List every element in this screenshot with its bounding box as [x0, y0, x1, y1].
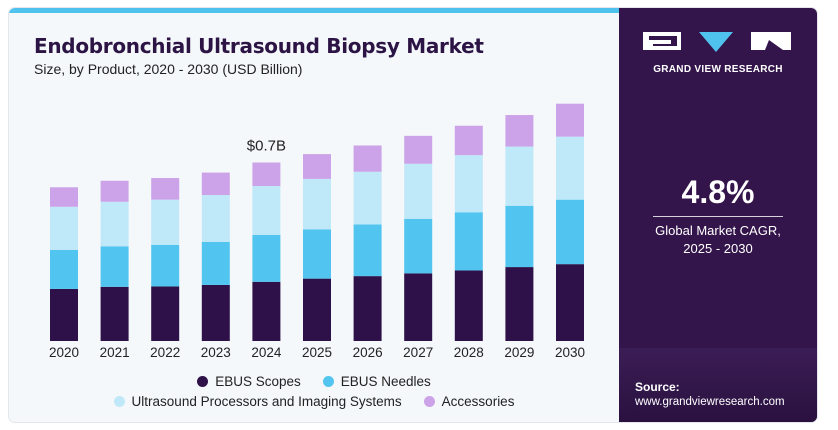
- bar-segment-2025-3: [303, 154, 331, 179]
- brand-name: GRAND VIEW RESEARCH: [653, 64, 783, 75]
- bar-segment-2029-2: [505, 146, 534, 206]
- bar-segment-2027-3: [404, 135, 433, 164]
- bar-segment-2029-3: [505, 115, 534, 147]
- bar-segment-2028-0: [454, 270, 483, 341]
- cagr-label-line1: Global Market CAGR,: [655, 223, 781, 238]
- bar-segment-2023-1: [201, 241, 230, 285]
- legend-item-ebus-needles: EBUS Needles: [322, 374, 431, 389]
- bar-segment-2028-3: [454, 125, 483, 156]
- cagr-value: 4.8%: [681, 174, 755, 210]
- bar-segment-2025-0: [303, 278, 331, 341]
- source-url[interactable]: www.grandviewresearch.com: [635, 396, 785, 408]
- bar-segment-2030-2: [556, 136, 584, 200]
- bar-segment-2021-3: [100, 180, 129, 202]
- bar-segment-2026-3: [353, 145, 382, 172]
- x-tick-label: 2022: [150, 345, 180, 360]
- bar-segment-2029-0: [505, 267, 534, 341]
- legend-item-accessories: Accessories: [423, 394, 515, 409]
- chart-title: Endobronchial Ultrasound Biopsy Market: [34, 34, 484, 58]
- legend-swatch-accessories: [423, 396, 435, 407]
- bar-segment-2026-0: [353, 276, 382, 341]
- bar-segment-2024-1: [252, 234, 281, 282]
- x-tick-label: 2027: [403, 345, 433, 360]
- legend-item-ebus-scopes: EBUS Scopes: [197, 374, 301, 389]
- legend-item-processors: Ultrasound Processors and Imaging System…: [113, 394, 402, 409]
- legend-label-ebus-needles: EBUS Needles: [340, 374, 431, 389]
- bar-segment-2029-1: [505, 205, 534, 268]
- chart-subtitle: Size, by Product, 2020 - 2030 (USD Billi…: [34, 61, 303, 77]
- bar-segment-2023-2: [201, 195, 230, 242]
- legend-swatch-processors: [113, 396, 125, 407]
- bar-segment-2025-2: [303, 178, 331, 230]
- x-tick-label: 2029: [504, 345, 534, 360]
- bar-segment-2027-2: [404, 163, 433, 219]
- x-tick-label: 2020: [49, 345, 79, 360]
- bar-segment-2026-1: [353, 224, 382, 277]
- bar-segment-2020-1: [50, 249, 78, 289]
- cagr-label: Global Market CAGR, 2025 - 2030: [619, 222, 817, 258]
- bar-segment-2025-1: [303, 229, 331, 279]
- bar-segment-2030-0: [556, 264, 584, 341]
- bar-segment-2024-3: [252, 162, 281, 187]
- bar-segment-2020-0: [50, 288, 78, 341]
- bar-segment-2021-1: [100, 246, 129, 287]
- accent-bar: [9, 8, 619, 13]
- x-tick-label: 2025: [302, 345, 332, 360]
- bar-segment-2027-0: [404, 273, 433, 341]
- x-tick-label: 2028: [454, 345, 484, 360]
- legend-row-1: EBUS Scopes EBUS Needles: [9, 374, 619, 389]
- x-tick-label: 2030: [555, 345, 585, 360]
- x-tick-label: 2026: [353, 345, 383, 360]
- bar-segment-2023-0: [201, 284, 230, 341]
- bar-segment-2022-0: [151, 286, 180, 341]
- bar-segment-2022-1: [151, 244, 180, 287]
- legend-label-ebus-scopes: EBUS Scopes: [215, 374, 301, 389]
- bar-segment-2021-0: [100, 286, 129, 341]
- bar-segment-2024-0: [252, 281, 281, 341]
- x-tick-label: 2021: [100, 345, 130, 360]
- x-tick-label: 2023: [201, 345, 231, 360]
- bar-segment-2028-2: [454, 155, 483, 213]
- legend-label-accessories: Accessories: [441, 394, 515, 409]
- bar-segment-2030-1: [556, 199, 584, 265]
- chart-card: Endobronchial Ultrasound Biopsy Market S…: [9, 8, 817, 422]
- bar-segment-2028-1: [454, 212, 483, 271]
- value-annotation: $0.7B: [247, 138, 286, 155]
- bar-segment-2030-3: [556, 103, 584, 137]
- source-block: Source: www.grandviewresearch.com: [619, 348, 817, 422]
- bar-segment-2024-2: [252, 186, 281, 235]
- source-title: Source:: [635, 380, 680, 394]
- stacked-bar-chart: 2020 2021 2022 2023 2024 $0.7B 2025 2026 2027 202…: [49, 103, 585, 360]
- bar-segment-2023-3: [201, 172, 230, 196]
- bar-segment-2026-2: [353, 171, 382, 225]
- insight-panel: GRAND VIEW RESEARCH 4.8% Global Market C…: [619, 8, 817, 422]
- bar-segment-2020-2: [50, 206, 78, 250]
- cagr-divider: [653, 216, 783, 217]
- bar-segment-2021-2: [100, 201, 129, 247]
- x-tick-label: 2024: [251, 345, 282, 360]
- bar-segment-2027-1: [404, 218, 433, 274]
- bar-segment-2022-2: [151, 199, 180, 245]
- cagr-label-line2: 2025 - 2030: [683, 241, 753, 256]
- bar-segment-2022-3: [151, 178, 180, 200]
- brand-logo: [643, 32, 791, 52]
- legend-label-processors: Ultrasound Processors and Imaging System…: [131, 394, 402, 409]
- bar-segment-2020-3: [50, 187, 78, 207]
- legend-swatch-ebus-scopes: [197, 376, 209, 387]
- legend-row-2: Ultrasound Processors and Imaging System…: [9, 394, 619, 409]
- legend-swatch-ebus-needles: [322, 376, 334, 387]
